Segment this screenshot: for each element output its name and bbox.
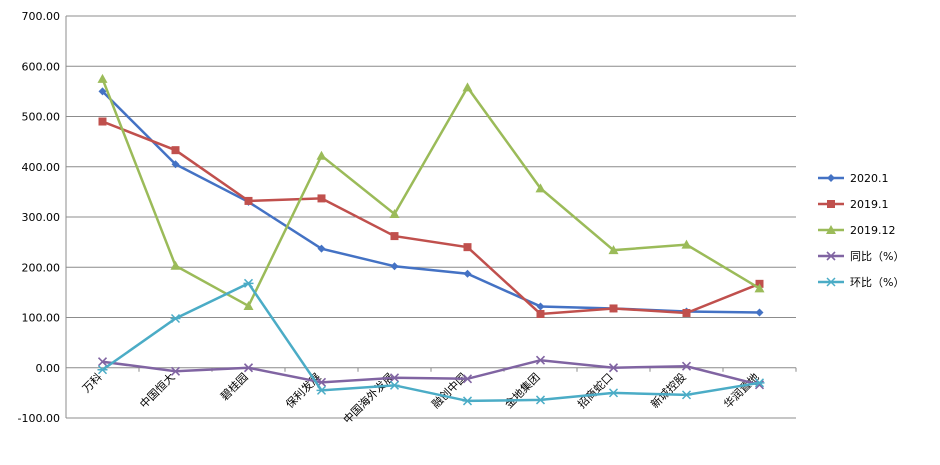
data-point bbox=[462, 396, 473, 406]
legend: 2020.1 2019.1 2019.12 同比（%） 环比（%） bbox=[818, 172, 904, 289]
data-point bbox=[389, 208, 400, 218]
x-category-label: 招商蛇口 bbox=[575, 370, 616, 411]
y-tick-label: 400.00 bbox=[22, 161, 61, 174]
data-point bbox=[390, 232, 399, 241]
data-point bbox=[536, 309, 545, 318]
data-point bbox=[243, 278, 254, 288]
series-line bbox=[102, 120, 760, 316]
data-point bbox=[316, 150, 327, 160]
x-category-label: 金地集团 bbox=[502, 370, 543, 411]
data-point bbox=[462, 374, 473, 384]
data-point bbox=[170, 366, 181, 376]
data-point bbox=[754, 378, 765, 388]
data-point bbox=[317, 244, 326, 253]
data-point bbox=[98, 117, 107, 126]
series-3 bbox=[97, 355, 765, 390]
y-tick-label: 0.00 bbox=[36, 362, 61, 375]
x-category-label: 万科 bbox=[79, 370, 104, 395]
x-category-label: 新城控股 bbox=[648, 370, 689, 411]
data-point bbox=[389, 380, 400, 390]
y-axis-ticks: 700.00 600.00 500.00 400.00 300.00 200.00 100.… bbox=[18, 10, 60, 425]
data-point bbox=[535, 355, 546, 365]
y-tick-label: 300.00 bbox=[22, 211, 61, 224]
y-tick-label: -100.00 bbox=[18, 412, 60, 425]
legend-label: 2019.12 bbox=[850, 224, 896, 237]
legend-item: 2019.1 bbox=[818, 198, 889, 211]
data-point bbox=[609, 304, 618, 313]
data-point bbox=[755, 308, 764, 317]
data-point bbox=[536, 302, 545, 311]
legend-item: 环比（%） bbox=[818, 276, 904, 289]
data-point bbox=[463, 269, 472, 278]
data-point bbox=[316, 385, 327, 395]
data-point bbox=[608, 388, 619, 398]
data-point bbox=[390, 262, 399, 271]
legend-item: 同比（%） bbox=[818, 250, 904, 263]
data-point bbox=[535, 395, 546, 405]
y-tick-label: 600.00 bbox=[22, 60, 61, 73]
data-point bbox=[243, 363, 254, 373]
series-line bbox=[102, 358, 760, 387]
data-point bbox=[463, 243, 472, 252]
legend-marker bbox=[826, 251, 836, 261]
data-point bbox=[170, 260, 181, 270]
series-group bbox=[97, 73, 765, 406]
legend-label: 2019.1 bbox=[850, 198, 889, 211]
legend-item: 2019.12 bbox=[818, 224, 896, 237]
data-point bbox=[389, 373, 400, 383]
series-line bbox=[101, 78, 761, 308]
series-1 bbox=[98, 117, 764, 318]
series-4 bbox=[97, 278, 765, 406]
data-point bbox=[97, 357, 108, 367]
data-point bbox=[98, 87, 107, 96]
data-point bbox=[535, 183, 546, 193]
data-point bbox=[681, 361, 692, 371]
x-category-label: 碧桂园 bbox=[217, 370, 250, 403]
legend-label: 环比（%） bbox=[850, 276, 904, 289]
data-point bbox=[462, 82, 473, 92]
data-point bbox=[317, 194, 326, 203]
y-tick-label: 500.00 bbox=[22, 111, 61, 124]
data-point bbox=[97, 365, 108, 375]
y-tick-label: 700.00 bbox=[22, 10, 61, 23]
series-line bbox=[101, 281, 760, 403]
legend-marker bbox=[827, 174, 835, 182]
legend-marker bbox=[826, 277, 836, 287]
legend-item: 2020.1 bbox=[818, 172, 889, 185]
y-tick-label: 200.00 bbox=[22, 261, 61, 274]
data-point bbox=[682, 308, 691, 317]
y-tick-label: 100.00 bbox=[22, 312, 61, 325]
data-point bbox=[681, 390, 692, 400]
legend-marker bbox=[827, 200, 835, 208]
legend-label: 同比（%） bbox=[850, 250, 904, 263]
series-2 bbox=[97, 73, 765, 310]
grid-lines bbox=[65, 15, 796, 419]
data-point bbox=[170, 313, 181, 324]
series-0 bbox=[98, 87, 764, 317]
legend-marker bbox=[826, 225, 836, 234]
data-point bbox=[243, 300, 254, 310]
data-point bbox=[754, 283, 765, 293]
data-point bbox=[608, 245, 619, 255]
legend-label: 2020.1 bbox=[850, 172, 889, 185]
data-point bbox=[171, 160, 180, 169]
data-point bbox=[608, 363, 619, 373]
data-point bbox=[244, 196, 253, 205]
data-point bbox=[681, 239, 692, 249]
data-point bbox=[97, 73, 108, 83]
data-point bbox=[171, 146, 180, 155]
x-category-label: 中国恒大 bbox=[137, 370, 178, 411]
